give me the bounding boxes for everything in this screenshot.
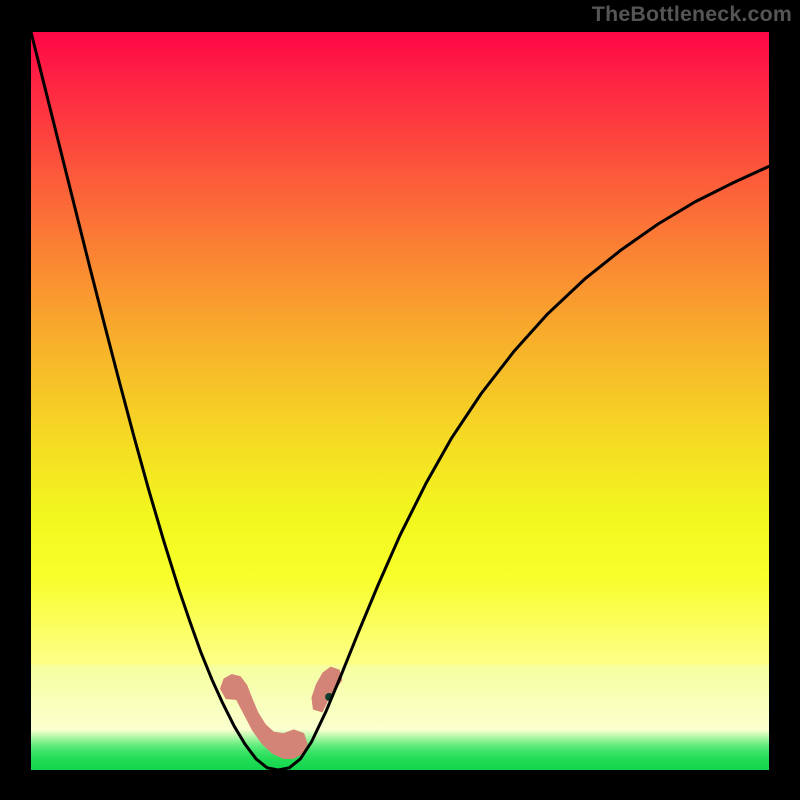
plot-area xyxy=(31,32,769,770)
chart-canvas: TheBottleneck.com xyxy=(0,0,800,800)
curve-layer xyxy=(31,32,769,770)
blob-left xyxy=(220,674,308,759)
watermark-text: TheBottleneck.com xyxy=(592,2,792,27)
bottleneck-curve xyxy=(31,32,769,770)
